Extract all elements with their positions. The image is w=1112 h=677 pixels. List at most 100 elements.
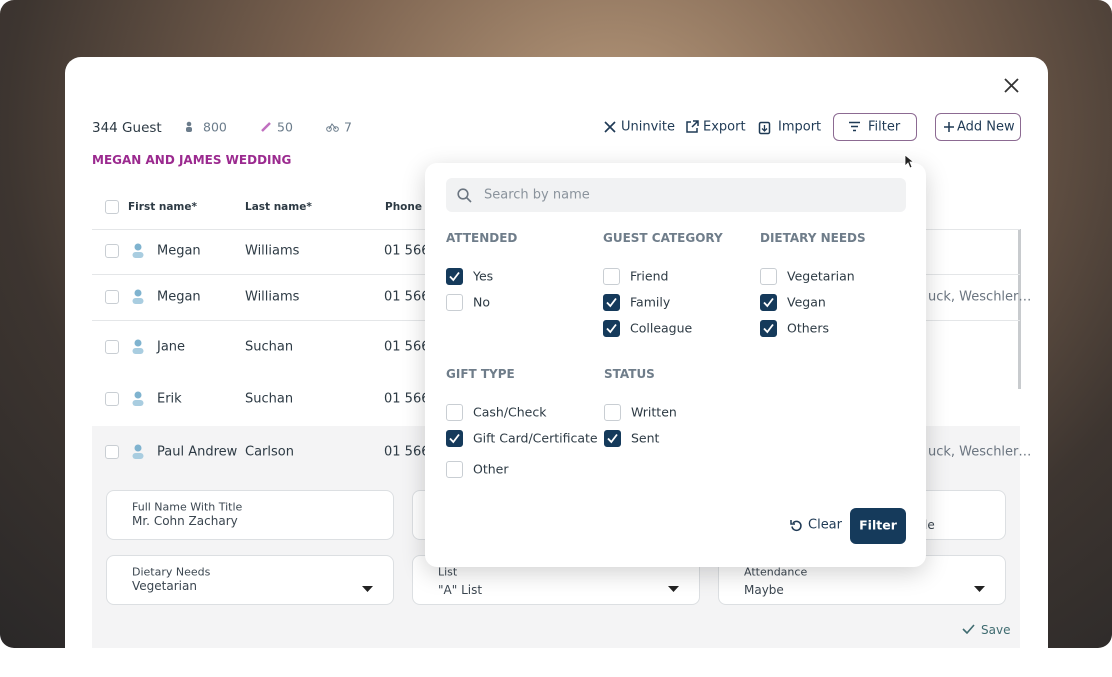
save-button[interactable]: Save: [981, 623, 1011, 637]
clear-button[interactable]: Clear: [808, 517, 842, 533]
group-title: GIFT TYPE: [446, 367, 515, 381]
icon: [758, 121, 771, 135]
last-name: Suchan: [245, 391, 294, 407]
option-label: Colleague: [630, 320, 693, 336]
phone: 01 5667: [384, 289, 438, 305]
group-title: ATTENDED: [446, 231, 518, 245]
avatar: [131, 390, 145, 411]
dropdown[interactable]: [106, 555, 394, 605]
checkbox[interactable]: [603, 294, 620, 311]
option-label: Family: [630, 294, 671, 310]
option-label: Cash/Check: [473, 404, 547, 420]
first-name: Erik: [157, 391, 182, 407]
column-header: Phone N: [385, 201, 435, 213]
last-name: Williams: [245, 289, 300, 305]
checkbox[interactable]: [446, 430, 463, 447]
field-value: Mr. Cohn Zachary: [132, 514, 238, 528]
checkbox[interactable]: [105, 340, 119, 354]
guest-count: 344 Guest: [92, 120, 162, 136]
icon: [457, 188, 472, 203]
dropdown-value: Vegetarian: [132, 579, 197, 593]
event-title: MEGAN AND JAMES WEDDING: [92, 153, 292, 167]
phone: 01 5667: [384, 243, 438, 259]
icon: [261, 122, 271, 132]
icon: [849, 121, 860, 132]
last-name: Williams: [245, 243, 300, 259]
dropdown-label: List: [438, 565, 458, 579]
avatar: [131, 242, 145, 263]
checkbox[interactable]: [105, 244, 119, 258]
stat: 7: [344, 119, 352, 135]
option-label: Vegetarian: [787, 268, 855, 284]
add-new-button[interactable]: [935, 113, 1021, 141]
column-header: Last name*: [245, 201, 312, 213]
checkbox[interactable]: [446, 461, 463, 478]
export-button[interactable]: Export: [703, 119, 746, 135]
option-label: Yes: [473, 268, 494, 284]
icon: [186, 121, 192, 132]
icon: [604, 121, 616, 133]
checkbox[interactable]: [603, 320, 620, 337]
avatar: [131, 443, 145, 464]
add-new-label: Add New: [957, 119, 1015, 135]
first-name: Megan: [157, 243, 201, 259]
checkbox[interactable]: [760, 268, 777, 285]
icon: [944, 122, 954, 132]
option-label: Other: [473, 461, 509, 477]
icon: [790, 520, 802, 532]
option-label: No: [473, 294, 490, 310]
first-name: Paul Andrew: [157, 444, 238, 460]
phone: 01 5667: [384, 444, 438, 460]
apply-filter-button[interactable]: [850, 508, 906, 544]
option-label: Friend: [630, 268, 669, 284]
dropdown-value: "A" List: [438, 583, 483, 597]
checkbox[interactable]: [105, 445, 119, 459]
checkbox[interactable]: [760, 320, 777, 337]
dropdown-label: Dietary Needs: [132, 565, 211, 579]
dropdown-arrow: [362, 578, 373, 597]
search-placeholder: Search by name: [484, 187, 590, 203]
dropdown-arrow: [974, 578, 985, 597]
page: 344 Guest 800 50 7 Uninvite Export Impor…: [0, 0, 1112, 648]
option-label: Others: [787, 320, 830, 336]
icon: [686, 120, 699, 133]
filter-button[interactable]: [833, 113, 917, 141]
stat: 50: [277, 119, 293, 135]
phone: 01 5667: [384, 391, 438, 407]
checkbox[interactable]: [760, 294, 777, 311]
uninvite-button[interactable]: Uninvite: [621, 119, 676, 135]
last-name: Carlson: [245, 444, 294, 460]
apply-filter-label: Filter: [859, 517, 897, 533]
checkbox[interactable]: [603, 268, 620, 285]
checkbox[interactable]: [446, 404, 463, 421]
checkbox[interactable]: [446, 294, 463, 311]
checkbox[interactable]: [105, 392, 119, 406]
avatar: [131, 338, 145, 359]
checkbox[interactable]: [604, 404, 621, 421]
avatar: [131, 288, 145, 309]
text-field[interactable]: [106, 490, 394, 540]
group-title: GUEST CATEGORY: [603, 231, 723, 245]
checkbox[interactable]: [446, 268, 463, 285]
search-input[interactable]: [446, 178, 906, 212]
option-label: Sent: [631, 430, 660, 446]
group-title: DIETARY NEEDS: [760, 231, 866, 245]
column-header: First name*: [128, 201, 197, 213]
stat: 800: [203, 119, 227, 135]
checkbox[interactable]: [604, 430, 621, 447]
import-button[interactable]: Import: [778, 119, 822, 135]
field-label: Full Name With Title: [132, 500, 243, 514]
first-name: Megan: [157, 289, 201, 305]
close-button[interactable]: [1003, 77, 1020, 94]
scrollbar: [1018, 229, 1021, 389]
icon: [962, 624, 975, 634]
dropdown-label: Attendance: [744, 565, 808, 579]
filter-button-label: Filter: [868, 119, 901, 135]
phone: 01 5667: [384, 339, 438, 355]
first-name: Jane: [157, 339, 186, 355]
icon: [326, 123, 339, 132]
note: uck, Weschler…: [928, 289, 1032, 305]
dropdown-arrow: [668, 578, 679, 597]
checkbox[interactable]: [105, 290, 119, 304]
checkbox[interactable]: [105, 200, 119, 214]
